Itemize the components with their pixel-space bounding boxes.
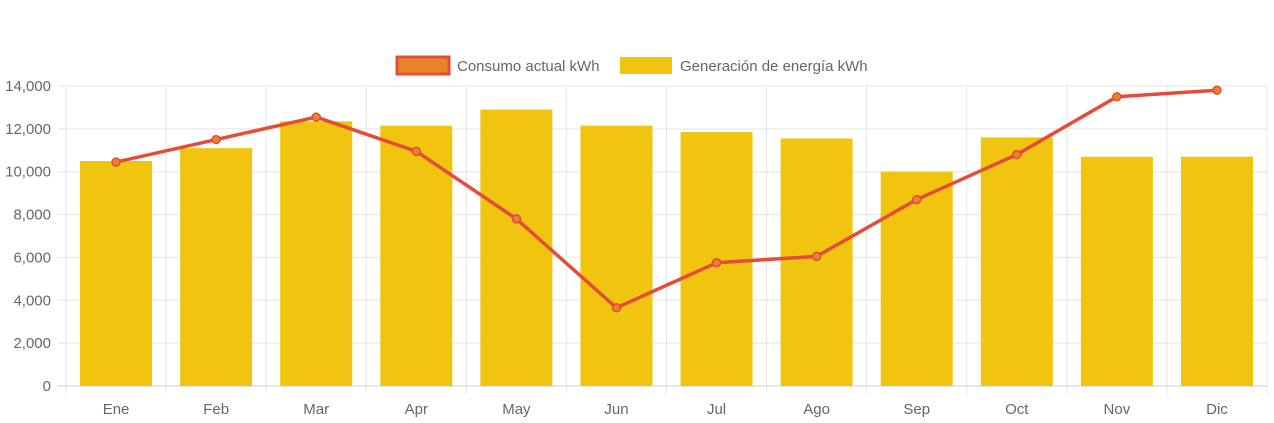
- point-consumo-mar[interactable]: [312, 113, 320, 121]
- x-tick-label: Dic: [1206, 401, 1228, 418]
- y-tick-label: 14,000: [5, 78, 51, 95]
- point-consumo-feb[interactable]: [212, 136, 220, 144]
- point-consumo-ago[interactable]: [813, 252, 821, 260]
- point-consumo-ene[interactable]: [112, 158, 120, 166]
- point-consumo-sep[interactable]: [913, 196, 921, 204]
- x-tick-label: Mar: [303, 401, 329, 418]
- bar-generacion-jun[interactable]: [580, 126, 652, 386]
- x-tick-label: Nov: [1104, 401, 1131, 418]
- legend-item-consumo[interactable]: Consumo actual kWh: [397, 57, 600, 75]
- y-tick-label: 12,000: [5, 121, 51, 138]
- y-axis: 0 2,000 4,000 6,000 8,000 10,000 12,000 14,000: [5, 78, 51, 395]
- x-tick-label: Sep: [903, 401, 930, 418]
- x-axis: Ene Feb Mar Apr May Jun Jul Ago Sep Oct Nov Dic: [103, 401, 1229, 418]
- bar-generacion-nov[interactable]: [1081, 157, 1153, 386]
- bar-generacion-ene[interactable]: [80, 161, 152, 386]
- y-tick-label: 4,000: [13, 292, 51, 309]
- point-consumo-may[interactable]: [512, 215, 520, 223]
- bar-generacion-feb[interactable]: [180, 148, 252, 386]
- bar-generacion-mar[interactable]: [280, 121, 352, 386]
- x-tick-label: Jul: [707, 401, 726, 418]
- x-tick-label: Jun: [604, 401, 628, 418]
- bar-generacion-apr[interactable]: [380, 126, 452, 386]
- bar-generacion-ago[interactable]: [781, 139, 853, 387]
- point-consumo-nov[interactable]: [1113, 93, 1121, 101]
- point-consumo-oct[interactable]: [1013, 151, 1021, 159]
- bar-generacion-dic[interactable]: [1181, 157, 1253, 386]
- bar-generacion-oct[interactable]: [981, 137, 1053, 386]
- x-tick-label: May: [502, 401, 531, 418]
- point-consumo-jul[interactable]: [713, 259, 721, 267]
- y-tick-label: 2,000: [13, 335, 51, 352]
- legend-label-generacion: Generación de energía kWh: [680, 58, 868, 75]
- legend-label-consumo: Consumo actual kWh: [457, 58, 600, 75]
- point-consumo-apr[interactable]: [412, 147, 420, 155]
- legend-item-generacion[interactable]: Generación de energía kWh: [620, 57, 868, 75]
- x-tick-label: Ago: [803, 401, 830, 418]
- y-tick-label: 0: [43, 378, 51, 395]
- bar-generacion-may[interactable]: [480, 110, 552, 386]
- point-consumo-dic[interactable]: [1213, 86, 1221, 94]
- point-consumo-jun[interactable]: [612, 304, 620, 312]
- legend-swatch-generacion: [620, 57, 672, 74]
- legend-swatch-consumo: [397, 57, 449, 74]
- x-tick-label: Oct: [1005, 401, 1029, 418]
- x-tick-label: Ene: [103, 401, 130, 418]
- y-tick-label: 10,000: [5, 164, 51, 181]
- x-tick-label: Apr: [405, 401, 428, 418]
- y-tick-label: 6,000: [13, 249, 51, 266]
- x-tick-label: Feb: [203, 401, 229, 418]
- legend: Consumo actual kWh Generación de energía …: [397, 57, 868, 75]
- y-tick-label: 8,000: [13, 207, 51, 224]
